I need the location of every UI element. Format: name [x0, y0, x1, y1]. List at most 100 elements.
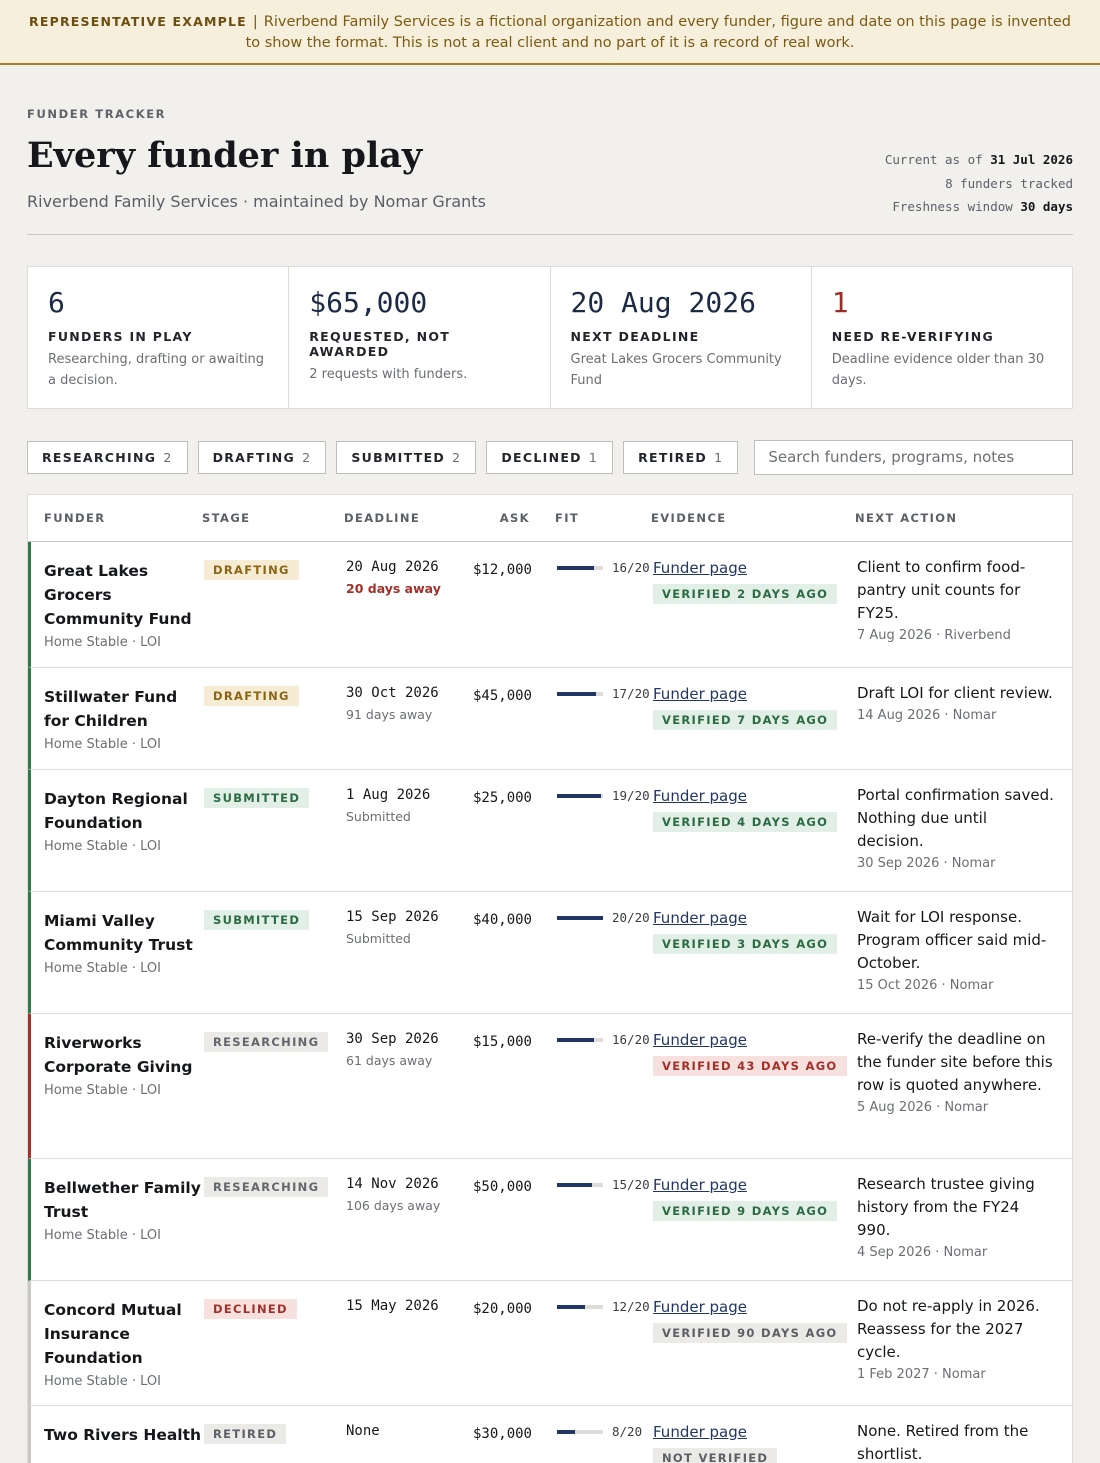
- column-header-evidence[interactable]: EVIDENCE: [651, 511, 727, 525]
- fit-bar: [557, 1182, 603, 1187]
- next-action-cell: Client to confirm food-pantry unit count…: [857, 558, 1072, 667]
- fit-score: 8/20: [612, 1424, 643, 1439]
- current-as-of: Current as of 31 Jul 2026: [885, 148, 1073, 172]
- funder-program: Home Stable · LOI: [44, 1083, 161, 1098]
- ask-amount: $50,000: [472, 1179, 532, 1195]
- next-action-text: Research trustee giving history from the…: [857, 1175, 1035, 1239]
- funder-cell: Dayton Regional Foundation Home Stable · …: [31, 787, 204, 891]
- filter-label: SUBMITTED: [351, 449, 446, 465]
- fit-cell: 12/20: [532, 1298, 653, 1405]
- funder-program: Home Stable · LOI: [44, 737, 161, 752]
- filter-drafting-button[interactable]: DRAFTING 2: [197, 440, 327, 474]
- ask-amount: $12,000: [472, 562, 532, 578]
- fit-bar-fill: [557, 1304, 585, 1309]
- funder-program: Home Stable · LOI: [44, 1228, 161, 1243]
- table-row[interactable]: Dayton Regional Foundation Home Stable · …: [28, 770, 1072, 892]
- kpi-label: REQUESTED, NOT AWARDED: [309, 329, 451, 359]
- column-header-stage[interactable]: STAGE: [202, 511, 251, 525]
- funder-cell: Bellwether Family Trust Home Stable · LOI: [31, 1176, 204, 1280]
- table-row[interactable]: Miami Valley Community Trust Home Stable …: [28, 892, 1072, 1014]
- evidence-cell: Funder page VERIFIED 3 DAYS AGO: [653, 909, 857, 1013]
- deadline-date: 15 May 2026: [346, 1298, 439, 1314]
- funder-page-link[interactable]: Funder page: [653, 787, 747, 805]
- funder-cell: Miami Valley Community Trust Home Stable …: [31, 909, 204, 1013]
- filter-researching-button[interactable]: RESEARCHING 2: [27, 440, 188, 474]
- ask-cell: $25,000: [450, 787, 532, 891]
- funder-cell: Great Lakes Grocers Community Fund Home S…: [31, 559, 204, 667]
- funder-cell: Stillwater Fund for Children Home Stable …: [31, 685, 204, 769]
- filter-retired-button[interactable]: RETIRED 1: [623, 440, 739, 474]
- filter-label: DRAFTING: [212, 449, 296, 465]
- column-header-next-action[interactable]: NEXT ACTION: [855, 511, 958, 525]
- banner-separator: |: [252, 14, 258, 30]
- deadline-note: Submitted: [346, 931, 411, 946]
- evidence-cell: Funder page NOT VERIFIED: [653, 1423, 857, 1463]
- next-action-meta: 5 Aug 2026 · Nomar: [857, 1100, 989, 1115]
- kpi-funders-in-play: 6 FUNDERS IN PLAY Researching, drafting …: [28, 267, 290, 408]
- fit-bar-fill: [557, 793, 601, 798]
- fit-bar-fill: [557, 1037, 594, 1042]
- filter-submitted-button[interactable]: SUBMITTED 2: [336, 440, 477, 474]
- fit-cell: 16/20: [532, 559, 653, 667]
- stage-badge: DECLINED: [204, 1299, 297, 1319]
- next-action-cell: Do not re-apply in 2026. Reassess for th…: [857, 1297, 1072, 1405]
- deadline-cell: 20 Aug 2026 20 days away: [346, 559, 450, 667]
- funder-page-link[interactable]: Funder page: [653, 1176, 747, 1194]
- funder-page-link[interactable]: Funder page: [653, 1298, 747, 1316]
- page-eyebrow: FUNDER TRACKER: [27, 107, 167, 121]
- fit-bar-fill: [557, 1182, 592, 1187]
- funder-page-link[interactable]: Funder page: [653, 1423, 747, 1441]
- next-action-cell: None. Retired from the shortlist.: [857, 1422, 1072, 1463]
- deadline-note: 20 days away: [346, 581, 441, 596]
- table-row[interactable]: Two Rivers Health RETIRED None $30,000 8/20 F…: [28, 1406, 1072, 1463]
- funder-page-link[interactable]: Funder page: [653, 559, 747, 577]
- fit-bar: [557, 691, 603, 696]
- funder-name: Two Rivers Health: [44, 1426, 202, 1444]
- kpi-description: Great Lakes Grocers Community Fund: [570, 352, 782, 388]
- fit-bar-fill: [557, 915, 603, 920]
- funder-name: Miami Valley Community Trust: [44, 912, 193, 954]
- table-row[interactable]: Great Lakes Grocers Community Fund Home S…: [28, 542, 1072, 668]
- next-action-meta: 7 Aug 2026 · Riverbend: [857, 628, 1011, 643]
- kpi-value: 1: [831, 286, 849, 319]
- funder-cell: Riverworks Corporate Giving Home Stable ·…: [31, 1031, 204, 1158]
- fit-bar: [557, 915, 603, 920]
- column-header-deadline[interactable]: DEADLINE: [344, 511, 421, 525]
- table-row[interactable]: Riverworks Corporate Giving Home Stable ·…: [28, 1014, 1072, 1159]
- ask-cell: $20,000: [450, 1298, 532, 1405]
- verification-badge: VERIFIED 43 DAYS AGO: [653, 1056, 847, 1076]
- deadline-date: 14 Nov 2026: [346, 1176, 439, 1192]
- column-header-funder[interactable]: FUNDER: [44, 511, 106, 525]
- filter-count: 2: [163, 449, 173, 465]
- kpi-requested: $65,000 REQUESTED, NOT AWARDED 2 request…: [289, 267, 551, 408]
- filter-count: 1: [714, 449, 724, 465]
- funder-page-link[interactable]: Funder page: [653, 1031, 747, 1049]
- search-input[interactable]: Search funders, programs, notes: [754, 439, 1073, 475]
- table-row[interactable]: Bellwether Family Trust Home Stable · LOI…: [28, 1159, 1072, 1281]
- fit-bar: [557, 565, 603, 570]
- funder-name: Stillwater Fund for Children: [44, 688, 178, 730]
- verification-badge: VERIFIED 90 DAYS AGO: [653, 1323, 847, 1343]
- fit-bar-fill: [557, 691, 597, 696]
- deadline-note: 106 days away: [346, 1198, 441, 1213]
- kpi-value: 20 Aug 2026: [570, 286, 756, 319]
- verification-badge: VERIFIED 4 DAYS AGO: [653, 812, 838, 832]
- funder-program: Home Stable · LOI: [44, 635, 161, 650]
- column-header-ask[interactable]: ASK: [499, 511, 530, 525]
- column-header-fit[interactable]: FIT: [555, 511, 580, 525]
- next-action-cell: Re-verify the deadline on the funder sit…: [857, 1030, 1072, 1158]
- fit-score: 15/20: [612, 1177, 650, 1192]
- funder-page-link[interactable]: Funder page: [653, 685, 747, 703]
- fit-bar: [557, 1304, 603, 1309]
- table-row[interactable]: Concord Mutual Insurance Foundation Home …: [28, 1281, 1072, 1406]
- table-header: FUNDER STAGE DEADLINE ASK FIT EVIDENCE N…: [28, 495, 1072, 542]
- deadline-cell: 15 Sep 2026 Submitted: [346, 909, 450, 1013]
- evidence-cell: Funder page VERIFIED 90 DAYS AGO: [653, 1298, 857, 1405]
- fit-bar: [557, 793, 603, 798]
- filter-declined-button[interactable]: DECLINED 1: [486, 440, 614, 474]
- table-row[interactable]: Stillwater Fund for Children Home Stable …: [28, 668, 1072, 770]
- next-action-text: None. Retired from the shortlist.: [857, 1422, 1029, 1463]
- funder-page-link[interactable]: Funder page: [653, 909, 747, 927]
- fit-cell: 16/20: [532, 1031, 653, 1158]
- fit-score: 16/20: [612, 1032, 650, 1047]
